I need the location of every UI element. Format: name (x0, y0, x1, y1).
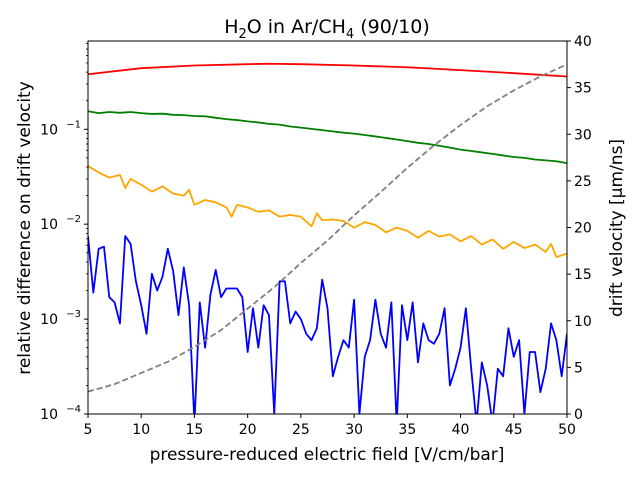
y-left-tick-exponent: −4 (66, 404, 81, 415)
series-line-green (88, 110, 567, 164)
x-tick-label: 15 (186, 422, 204, 438)
chart-title: H2O in Ar/CH4 (90/10) (224, 16, 430, 42)
y-right-axis: 0 5 10 15 20 25 30 35 40 (567, 34, 592, 423)
y-right-tick-label: 40 (574, 34, 592, 50)
y-left-tick-label: 10 (40, 217, 58, 233)
x-tick-label: 25 (292, 422, 310, 438)
x-axis-label: pressure-reduced electric field [V/cm/ba… (150, 445, 505, 465)
y-left-axis: 10 −4 10 −3 10 −2 10 −1 (40, 43, 88, 423)
x-tick-label: 5 (84, 422, 93, 438)
x-tick-label: 10 (132, 422, 150, 438)
x-tick-label: 30 (345, 422, 363, 438)
y-right-tick-label: 10 (574, 314, 592, 330)
y-right-tick-label: 25 (574, 174, 592, 190)
series-line-blue (88, 235, 567, 414)
x-tick-label: 40 (452, 422, 470, 438)
x-axis: 5 10 15 20 25 30 35 40 45 50 (84, 414, 576, 438)
x-tick-label: 20 (239, 422, 257, 438)
y-left-tick-label: 10 (40, 312, 58, 328)
y-left-axis-label: relative difference on drift velocity (15, 81, 35, 375)
y-left-tick-exponent: −1 (66, 119, 81, 130)
plot-frame (87, 40, 568, 415)
x-tick-label: 45 (505, 422, 523, 438)
y-right-tick-label: 35 (574, 81, 592, 97)
y-right-axis-label: drift velocity [μm/ns] (607, 139, 627, 317)
series-line-drift-velocity (88, 63, 567, 393)
x-tick-label: 35 (398, 422, 416, 438)
x-tick-label: 50 (558, 422, 576, 438)
y-right-tick-label: 0 (574, 407, 583, 423)
y-left-tick-exponent: −2 (66, 214, 81, 225)
y-right-tick-label: 30 (574, 127, 592, 143)
y-right-tick-label: 20 (574, 221, 592, 237)
y-right-tick-label: 5 (574, 360, 583, 376)
series-layer (88, 62, 567, 414)
series-line-orange (88, 165, 567, 258)
y-right-tick-label: 15 (574, 267, 592, 283)
series-line-red (88, 62, 567, 78)
y-left-tick-exponent: −3 (66, 309, 81, 320)
y-left-tick-label: 10 (40, 122, 58, 138)
y-left-tick-label: 10 (40, 407, 58, 423)
